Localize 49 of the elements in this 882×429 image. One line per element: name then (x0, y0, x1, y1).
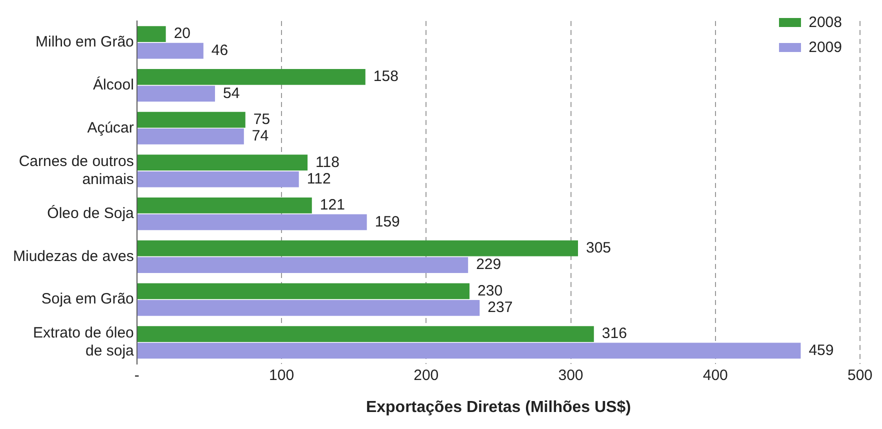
y-tick-label: Carnes de outros animais (18, 153, 134, 188)
bar (137, 171, 299, 188)
data-label: 159 (374, 213, 400, 230)
bar (137, 300, 480, 316)
bar (137, 326, 594, 342)
data-label: 46 (211, 42, 228, 59)
y-tick-label: Milho em Grão (36, 34, 134, 51)
y-tick-label: Açúcar (87, 119, 134, 136)
bar (137, 214, 367, 230)
bar (137, 42, 204, 59)
data-label: 20 (174, 25, 191, 42)
y-tick-label: Soja em Grão (41, 290, 134, 308)
bar (137, 342, 801, 359)
bar (137, 26, 166, 42)
data-label: 112 (306, 170, 331, 188)
bar (137, 112, 246, 128)
x-tick-label: 100 (269, 366, 294, 384)
y-tick-label: Miudezas de aves (12, 248, 134, 265)
data-label: 316 (602, 325, 627, 342)
data-label: 54 (222, 84, 240, 102)
data-label: 229 (476, 256, 502, 274)
data-label: 118 (316, 154, 340, 171)
x-tick-label: 500 (847, 366, 873, 384)
data-label: 121 (320, 196, 345, 214)
x-axis-title: Exportações Diretas (Milhões US$) (366, 398, 631, 416)
bar (137, 283, 470, 300)
bar (137, 154, 308, 171)
y-tick-label: Extrato de óleo de soja (32, 324, 135, 360)
data-label: 74 (252, 128, 269, 145)
data-label: 230 (478, 282, 503, 300)
data-label: 305 (586, 239, 612, 256)
legend-label: 2008 (808, 14, 842, 31)
data-label: 237 (488, 299, 513, 316)
bar (137, 198, 312, 214)
y-tick-label: Álcool (93, 75, 134, 94)
bar (137, 128, 244, 144)
data-label: 158 (373, 68, 398, 86)
bar (137, 68, 366, 85)
data-label: 459 (808, 342, 834, 359)
x-tick-label: 300 (558, 366, 584, 384)
x-tick-label: - (134, 366, 140, 384)
bar (137, 257, 468, 273)
legend-label: 2009 (808, 39, 842, 56)
x-tick-label: 200 (414, 366, 439, 384)
y-tick-label: Óleo de Soja (47, 204, 135, 222)
x-tick-label: 400 (702, 366, 728, 384)
bar (137, 86, 215, 102)
bar (137, 240, 578, 256)
data-label: 75 (253, 110, 270, 128)
